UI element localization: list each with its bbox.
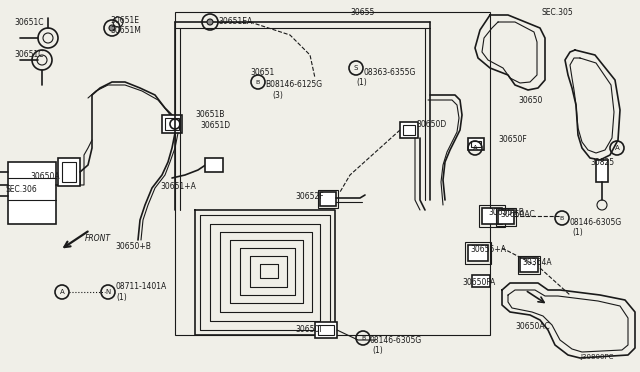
Circle shape bbox=[109, 25, 115, 31]
Text: (1): (1) bbox=[116, 293, 127, 302]
Text: (3): (3) bbox=[272, 91, 283, 100]
Text: B: B bbox=[256, 80, 260, 84]
Text: SEC.305: SEC.305 bbox=[542, 8, 573, 17]
Bar bbox=[400, 122, 418, 138]
Bar bbox=[479, 205, 505, 227]
Text: B08146-6125G: B08146-6125G bbox=[265, 80, 322, 89]
Text: 30651C: 30651C bbox=[14, 18, 44, 27]
Bar bbox=[62, 162, 76, 182]
Text: A: A bbox=[472, 145, 477, 151]
Bar bbox=[205, 158, 223, 172]
Text: 08363-6355G: 08363-6355G bbox=[363, 68, 415, 77]
Text: 30651M: 30651M bbox=[110, 26, 141, 35]
Bar bbox=[318, 325, 334, 335]
Text: S: S bbox=[354, 65, 358, 71]
Text: 30651D: 30651D bbox=[200, 121, 230, 130]
Text: 08146-6305G: 08146-6305G bbox=[570, 218, 622, 227]
Text: 30651E: 30651E bbox=[110, 16, 139, 25]
Text: J30800PC: J30800PC bbox=[580, 354, 613, 360]
Bar bbox=[482, 208, 502, 224]
Text: 30651+A: 30651+A bbox=[160, 182, 196, 191]
Text: (1): (1) bbox=[372, 346, 383, 355]
Text: 30651C: 30651C bbox=[14, 50, 44, 59]
Text: 30652F: 30652F bbox=[295, 192, 324, 201]
Text: 30650D: 30650D bbox=[416, 120, 446, 129]
Bar bbox=[320, 192, 336, 206]
Text: 30650+B: 30650+B bbox=[115, 242, 151, 251]
Text: 30650FA: 30650FA bbox=[462, 278, 495, 287]
Bar bbox=[496, 208, 516, 226]
Text: 30651B: 30651B bbox=[195, 110, 225, 119]
Text: 30825: 30825 bbox=[590, 158, 614, 167]
Text: B: B bbox=[361, 336, 365, 340]
Text: 08146-6305G: 08146-6305G bbox=[370, 336, 422, 345]
Text: 30650I: 30650I bbox=[295, 325, 322, 334]
Bar bbox=[58, 158, 80, 186]
Text: 30650: 30650 bbox=[518, 96, 542, 105]
Text: 30651EA: 30651EA bbox=[218, 17, 252, 26]
Bar bbox=[165, 118, 179, 130]
Text: 30650AC: 30650AC bbox=[515, 322, 550, 331]
Bar bbox=[498, 210, 514, 224]
Text: (1): (1) bbox=[572, 228, 583, 237]
Bar bbox=[472, 275, 490, 287]
Text: 30650A: 30650A bbox=[30, 172, 60, 181]
Bar bbox=[318, 190, 338, 208]
Text: FRONT: FRONT bbox=[85, 234, 111, 243]
Bar bbox=[465, 242, 491, 264]
Bar bbox=[175, 12, 490, 335]
Bar bbox=[8, 162, 56, 224]
Text: 30655+B: 30655+B bbox=[488, 208, 524, 217]
Text: 30655+A: 30655+A bbox=[470, 245, 506, 254]
Bar bbox=[471, 141, 481, 147]
Text: (1): (1) bbox=[356, 78, 367, 87]
Text: 30651: 30651 bbox=[250, 68, 275, 77]
Bar bbox=[518, 256, 540, 274]
Text: 30650F: 30650F bbox=[498, 135, 527, 144]
Text: 30655: 30655 bbox=[350, 8, 374, 17]
Circle shape bbox=[207, 19, 213, 25]
Bar bbox=[162, 115, 182, 133]
Text: A: A bbox=[60, 289, 65, 295]
Text: 30650AC: 30650AC bbox=[500, 210, 535, 219]
Text: SEC.306: SEC.306 bbox=[6, 185, 38, 194]
Bar bbox=[403, 125, 415, 135]
Bar bbox=[315, 322, 337, 338]
Text: B: B bbox=[560, 215, 564, 221]
Bar bbox=[520, 258, 538, 272]
Text: N: N bbox=[106, 289, 111, 295]
Text: 30364A: 30364A bbox=[522, 258, 552, 267]
Text: A: A bbox=[614, 145, 620, 151]
Bar bbox=[468, 245, 488, 261]
Bar bbox=[468, 138, 484, 150]
Text: 08711-1401A: 08711-1401A bbox=[116, 282, 167, 291]
Bar bbox=[596, 160, 608, 182]
